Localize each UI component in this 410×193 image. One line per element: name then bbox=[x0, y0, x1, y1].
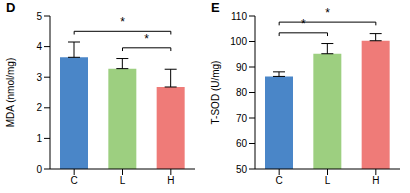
svg-text:H: H bbox=[372, 175, 379, 186]
svg-text:C: C bbox=[71, 175, 78, 186]
svg-text:5: 5 bbox=[36, 11, 42, 22]
svg-text:1: 1 bbox=[36, 133, 42, 144]
svg-text:90: 90 bbox=[236, 62, 248, 73]
html-text:E: E bbox=[211, 0, 220, 15]
svg-text:*: * bbox=[325, 6, 330, 20]
svg-text:L: L bbox=[120, 175, 126, 186]
svg-text:4: 4 bbox=[36, 41, 42, 52]
svg-text:0: 0 bbox=[36, 164, 42, 175]
svg-text:C: C bbox=[276, 175, 283, 186]
svg-text:L: L bbox=[325, 175, 331, 186]
html-text:D: D bbox=[6, 0, 16, 15]
svg-text:MDA (nmol/mg): MDA (nmol/mg) bbox=[8, 58, 16, 127]
svg-text:T-SOD (U/mg): T-SOD (U/mg) bbox=[210, 61, 221, 125]
svg-text:2: 2 bbox=[36, 102, 42, 113]
svg-text:3: 3 bbox=[36, 72, 42, 83]
svg-text:H: H bbox=[167, 175, 174, 186]
svg-text:50: 50 bbox=[236, 164, 248, 175]
svg-text:*: * bbox=[301, 17, 306, 31]
svg-text:110: 110 bbox=[231, 11, 247, 22]
svg-text:*: * bbox=[144, 32, 149, 46]
svg-text:80: 80 bbox=[236, 87, 248, 98]
svg-text:70: 70 bbox=[236, 113, 248, 124]
svg-text:60: 60 bbox=[236, 138, 248, 149]
svg-text:100: 100 bbox=[230, 36, 247, 47]
svg-text:*: * bbox=[120, 15, 125, 29]
